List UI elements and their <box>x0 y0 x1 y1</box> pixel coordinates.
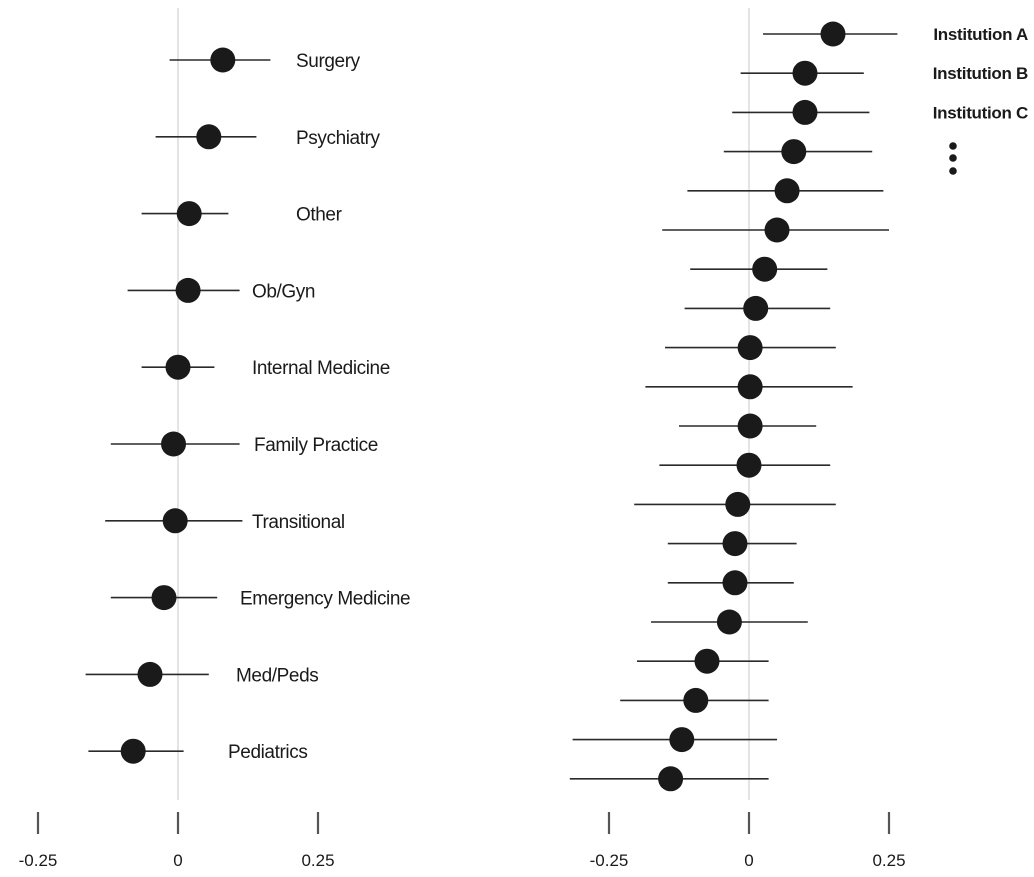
specialty-point-estimate <box>165 354 191 380</box>
specialty-label: Surgery <box>296 51 361 72</box>
panel-specialty: -0.25 0 0.25 Surgery Psychiatry Other Ob/Gyn In… <box>19 8 411 870</box>
specialty-label: Internal Medicine <box>252 358 390 379</box>
panel-institution: -0.25 0 0.25 Institution A Institution B Inst… <box>569 8 1028 870</box>
institution-point-estimate <box>737 374 763 400</box>
institution-point-estimate <box>722 531 748 557</box>
specialty-point-estimate <box>151 585 177 611</box>
institution-point-estimate <box>669 727 695 753</box>
specialty-point-estimate <box>161 431 187 457</box>
institution-point-estimate <box>658 766 684 792</box>
institution-point-estimate <box>736 452 762 478</box>
specialty-label: Transitional <box>252 512 345 533</box>
institution-ellipsis-dot <box>949 154 957 162</box>
specialty-point-estimate <box>210 47 236 73</box>
institution-x-tick-label: -0.25 <box>590 851 629 870</box>
institution-point-estimate <box>792 60 818 86</box>
institution-x-tick-label: 0.25 <box>872 851 905 870</box>
specialty-label: Med/Peds <box>236 665 318 686</box>
institution-point-estimate <box>743 295 769 321</box>
institution-point-estimate <box>722 570 748 596</box>
institution-ellipsis-dot <box>949 167 957 175</box>
specialty-point-estimate <box>137 661 163 687</box>
institution-point-estimate <box>764 217 790 243</box>
institution-label: Institution C <box>933 103 1028 122</box>
institution-point-estimate <box>694 648 720 674</box>
specialty-x-tick-label: 0.25 <box>301 851 334 870</box>
specialty-label: Psychiatry <box>296 128 381 149</box>
specialty-point-estimate <box>175 277 201 303</box>
institution-point-estimate <box>820 21 846 47</box>
institution-point-estimate <box>737 413 763 439</box>
specialty-point-estimate <box>120 738 146 764</box>
specialty-label: Other <box>296 205 343 226</box>
specialty-point-estimate <box>196 124 222 150</box>
specialty-label: Family Practice <box>254 435 378 456</box>
specialty-label: Ob/Gyn <box>252 281 315 302</box>
specialty-x-tick-label: 0 <box>173 851 182 870</box>
specialty-label: Emergency Medicine <box>240 589 410 610</box>
institution-point-estimate <box>737 335 763 361</box>
institution-point-estimate <box>792 99 818 125</box>
institution-point-estimate <box>683 687 709 713</box>
specialty-label: Pediatrics <box>228 742 307 763</box>
institution-point-estimate <box>774 178 800 204</box>
specialty-point-estimate <box>162 508 188 534</box>
institution-point-estimate <box>716 609 742 635</box>
institution-ellipsis-dot <box>949 142 957 150</box>
specialty-x-tick-label: -0.25 <box>19 851 58 870</box>
institution-label: Institution A <box>933 25 1028 44</box>
specialty-point-estimate <box>176 201 202 227</box>
institution-x-tick-label: 0 <box>744 851 753 870</box>
institution-point-estimate <box>752 256 778 282</box>
institution-point-estimate <box>781 139 807 165</box>
institution-point-estimate <box>725 491 751 517</box>
institution-label: Institution B <box>933 64 1028 83</box>
